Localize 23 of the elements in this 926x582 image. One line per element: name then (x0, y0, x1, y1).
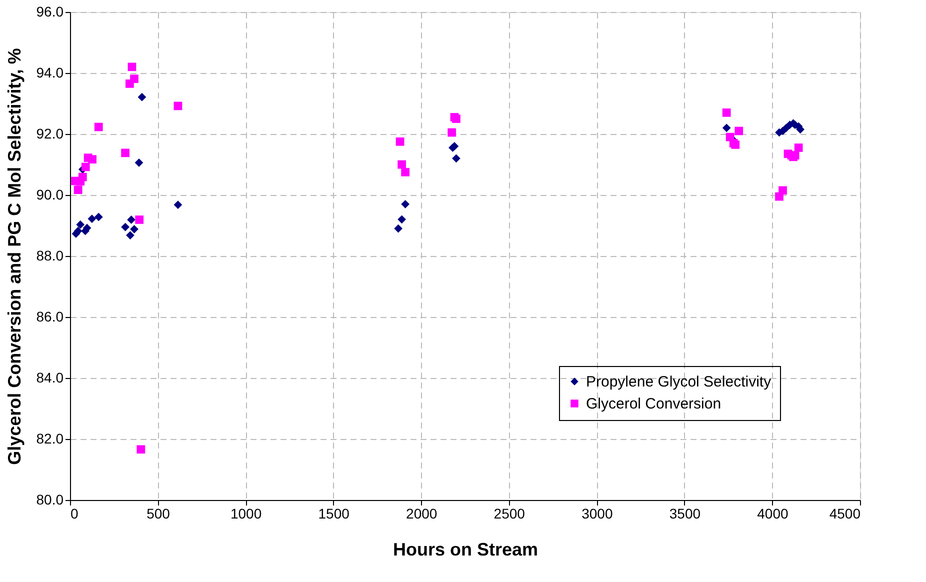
y-tick-label: 94.0 (36, 64, 64, 80)
x-tick-label: 4500 (829, 506, 861, 522)
y-tick-label: 92.0 (36, 126, 64, 142)
x-tick-label: 3000 (582, 506, 613, 522)
x-tick-label: 500 (146, 506, 170, 522)
y-tick-label: 80.0 (36, 492, 64, 508)
y-tick-label: 96.0 (36, 4, 64, 20)
legend-label: Glycerol Conversion (586, 396, 722, 412)
x-axis-title: Hours on Stream (392, 540, 538, 560)
x-tick-label: 4000 (757, 506, 789, 522)
x-tick-label: 3500 (669, 506, 701, 522)
x-tick-label: 2000 (406, 506, 438, 522)
y-tick-label: 90.0 (36, 186, 64, 202)
x-tick-label: 1500 (318, 506, 350, 522)
y-axis-title: Glycerol Conversion and PG C Mol Selectivity, % (4, 48, 24, 465)
y-tick-label: 84.0 (36, 370, 64, 386)
legend-label: Propylene Glycol Selectivity (586, 374, 772, 390)
y-tick-label: 88.0 (36, 248, 64, 264)
y-tick-label: 86.0 (36, 308, 64, 324)
x-tick-label: 1000 (230, 506, 262, 522)
x-tick-label: 0 (70, 506, 78, 522)
y-tick-label: 82.0 (36, 430, 64, 446)
x-tick-label: 2500 (494, 506, 526, 522)
